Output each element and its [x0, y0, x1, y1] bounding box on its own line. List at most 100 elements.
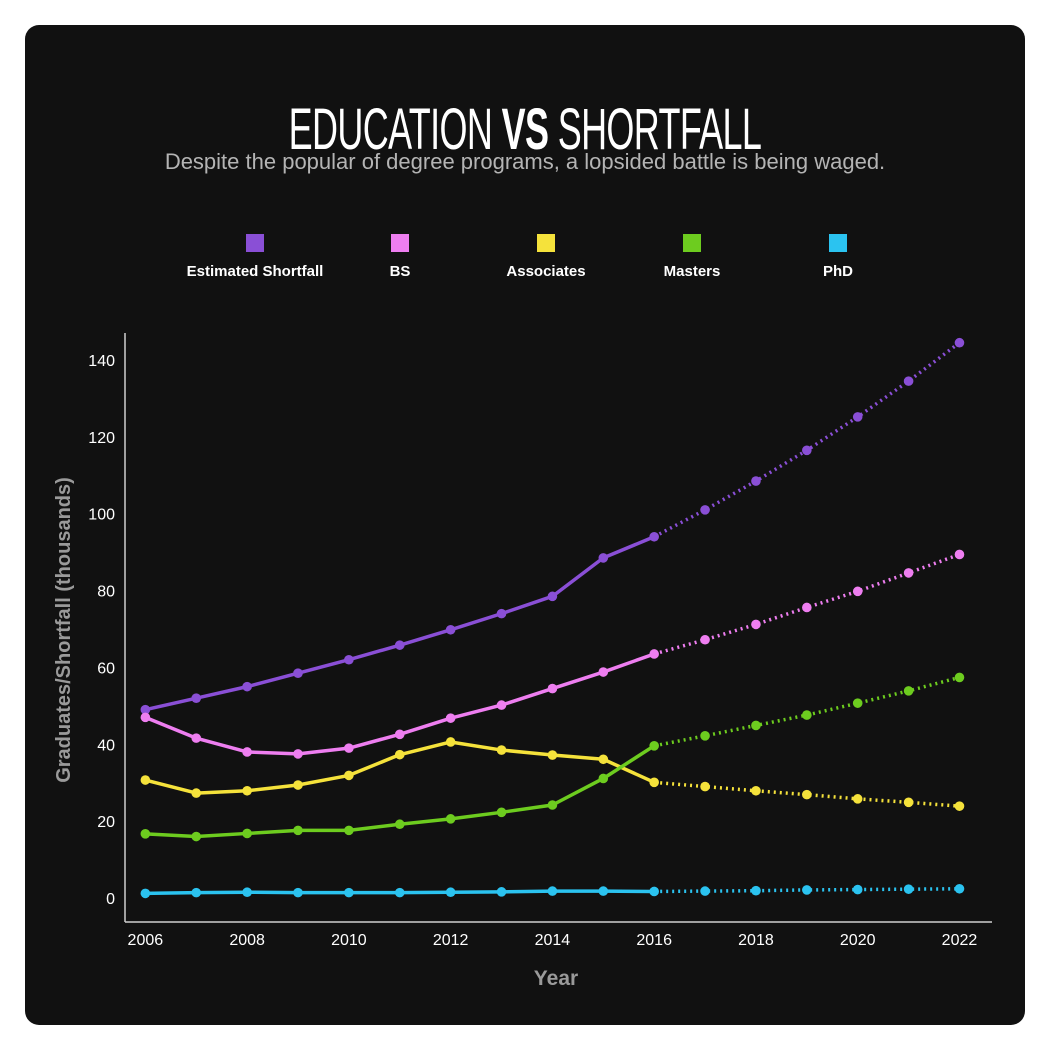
- data-point-associates: [802, 789, 812, 800]
- chart-title: EDUCATION VS SHORTFALL: [215, 95, 835, 165]
- data-point-estimated-shortfall: [293, 668, 303, 678]
- data-point-phd: [903, 884, 914, 894]
- data-point-phd: [802, 885, 812, 895]
- data-point-masters: [496, 807, 507, 818]
- data-point-estimated-shortfall: [903, 376, 914, 386]
- legend-swatch-associates: [537, 234, 555, 252]
- data-point-phd: [598, 886, 609, 896]
- legend-label-estimated-shortfall: Estimated Shortfall: [187, 263, 324, 280]
- data-point-associates: [191, 788, 202, 798]
- data-point-associates: [903, 797, 914, 808]
- legend-label-bs: BS: [390, 263, 411, 280]
- y-tick-label: 0: [106, 891, 115, 908]
- data-point-masters: [242, 828, 252, 839]
- data-point-bs: [903, 568, 914, 578]
- data-point-phd: [496, 887, 507, 897]
- data-point-phd: [394, 887, 405, 898]
- data-point-estimated-shortfall: [191, 693, 202, 703]
- data-point-masters: [802, 710, 812, 720]
- data-point-associates: [394, 749, 405, 760]
- data-point-masters: [700, 731, 710, 741]
- x-tick-label: 2018: [738, 932, 774, 949]
- data-point-estimated-shortfall: [445, 624, 456, 635]
- data-point-masters: [394, 819, 405, 830]
- title-part-vs: VS: [501, 97, 549, 162]
- data-point-associates: [852, 794, 863, 804]
- data-point-estimated-shortfall: [242, 681, 252, 692]
- data-point-phd: [649, 886, 659, 897]
- data-point-associates: [547, 750, 558, 760]
- y-tick-label: 40: [97, 737, 115, 754]
- data-point-phd: [293, 887, 303, 898]
- legend-label-associates: Associates: [506, 263, 585, 280]
- data-point-estimated-shortfall: [496, 608, 507, 619]
- data-point-phd: [445, 887, 456, 898]
- data-point-associates: [751, 785, 761, 796]
- data-point-masters: [649, 741, 659, 751]
- data-point-associates: [598, 754, 609, 765]
- data-point-bs: [140, 712, 151, 723]
- data-point-masters: [852, 698, 863, 708]
- data-point-estimated-shortfall: [344, 654, 354, 665]
- data-point-masters: [191, 831, 202, 842]
- legend-swatch-phd: [829, 234, 847, 252]
- data-point-associates: [700, 781, 710, 792]
- legend-label-masters: Masters: [664, 263, 721, 280]
- data-point-masters: [903, 686, 914, 696]
- data-point-bs: [802, 602, 812, 613]
- data-point-bs: [598, 667, 609, 677]
- data-point-phd: [700, 886, 710, 896]
- data-point-bs: [344, 743, 354, 753]
- data-point-estimated-shortfall: [140, 704, 151, 715]
- legend-swatch-estimated-shortfall: [246, 234, 264, 252]
- data-point-estimated-shortfall: [852, 412, 863, 422]
- data-point-phd: [242, 887, 252, 898]
- data-point-bs: [293, 749, 303, 759]
- data-point-bs: [445, 713, 456, 723]
- legend-label-phd: PhD: [823, 263, 853, 280]
- y-tick-label: 100: [88, 507, 115, 524]
- x-tick-label: 2012: [433, 932, 469, 949]
- y-tick-label: 120: [88, 430, 115, 447]
- series-line-associates: [143, 740, 656, 795]
- data-point-estimated-shortfall: [751, 476, 761, 486]
- x-tick-label: 2008: [229, 932, 265, 949]
- data-point-estimated-shortfall: [394, 640, 405, 650]
- data-point-estimated-shortfall: [700, 505, 710, 515]
- data-point-bs: [191, 733, 202, 743]
- data-point-masters: [598, 773, 609, 784]
- y-tick-label: 80: [97, 584, 115, 601]
- data-point-associates: [344, 770, 354, 781]
- data-point-estimated-shortfall: [598, 553, 609, 563]
- data-point-associates: [649, 777, 659, 788]
- data-point-phd: [751, 885, 761, 896]
- data-point-bs: [649, 649, 659, 659]
- data-point-bs: [394, 729, 405, 740]
- data-point-phd: [852, 884, 863, 895]
- data-point-bs: [852, 586, 863, 597]
- y-tick-label: 140: [88, 353, 115, 370]
- y-axis-label: Graduates/Shortfall (thousands): [53, 477, 75, 783]
- x-axis-label: Year: [534, 967, 578, 990]
- series-line-estimated-shortfall: [143, 535, 656, 712]
- data-point-phd: [547, 886, 558, 896]
- x-tick-label: 2020: [840, 932, 876, 949]
- data-point-phd: [140, 888, 151, 899]
- data-point-estimated-shortfall: [547, 591, 558, 602]
- data-point-masters: [293, 825, 303, 836]
- x-tick-label: 2016: [636, 932, 672, 949]
- x-tick-label: 2022: [942, 932, 978, 949]
- data-point-associates: [445, 737, 456, 747]
- data-point-masters: [344, 825, 354, 836]
- data-point-phd: [344, 887, 354, 898]
- data-point-bs: [751, 619, 761, 630]
- data-point-estimated-shortfall: [802, 445, 812, 456]
- data-point-bs: [496, 700, 507, 710]
- y-tick-label: 20: [97, 814, 115, 831]
- chart-subtitle: Despite the popular of degree programs, …: [164, 149, 886, 174]
- x-tick-label: 2014: [535, 932, 571, 949]
- data-point-estimated-shortfall: [954, 337, 965, 348]
- data-point-associates: [242, 785, 252, 796]
- legend-swatch-masters: [683, 234, 701, 252]
- data-point-associates: [293, 780, 303, 790]
